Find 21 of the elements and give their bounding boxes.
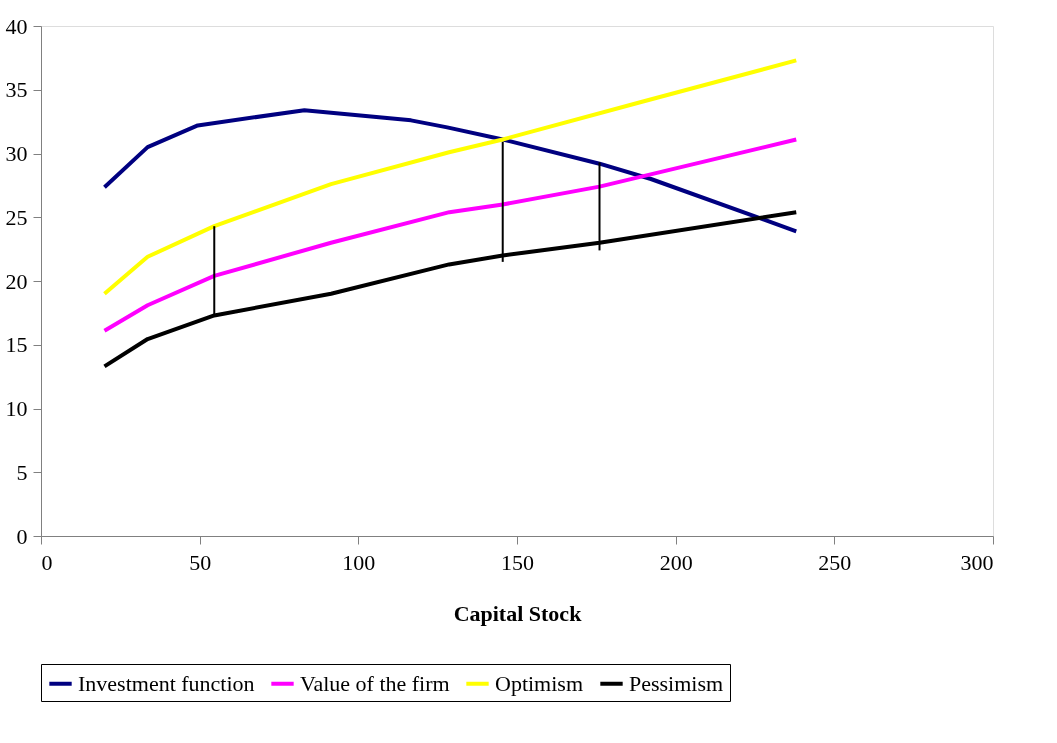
- x-tick-label: 100: [342, 549, 376, 575]
- y-tick-label: 5: [16, 459, 28, 485]
- y-tick-label: 30: [5, 141, 28, 166]
- y-tick-label: 0: [16, 523, 28, 549]
- y-tick-label: 25: [5, 204, 28, 230]
- legend-label: Pessimism: [629, 670, 724, 696]
- legend-label: Investment function: [78, 670, 255, 696]
- y-tick-label: 40: [5, 13, 28, 39]
- x-tick-label: 200: [659, 549, 693, 575]
- x-tick-label: 150: [501, 549, 534, 575]
- y-tick-label: 35: [5, 77, 28, 103]
- legend-label: Value of the firm: [300, 670, 450, 696]
- y-tick-label: 15: [5, 332, 28, 358]
- x-axis-title: Capital Stock: [453, 600, 583, 626]
- y-tick-label: 10: [5, 396, 28, 421]
- x-tick-label: 50: [189, 549, 212, 575]
- legend-label: Optimism: [495, 670, 584, 696]
- x-tick-label: 250: [818, 549, 852, 575]
- y-tick-label: 20: [5, 268, 28, 294]
- x-tick-label: 300: [960, 549, 994, 575]
- x-tick-label: 0: [41, 549, 53, 575]
